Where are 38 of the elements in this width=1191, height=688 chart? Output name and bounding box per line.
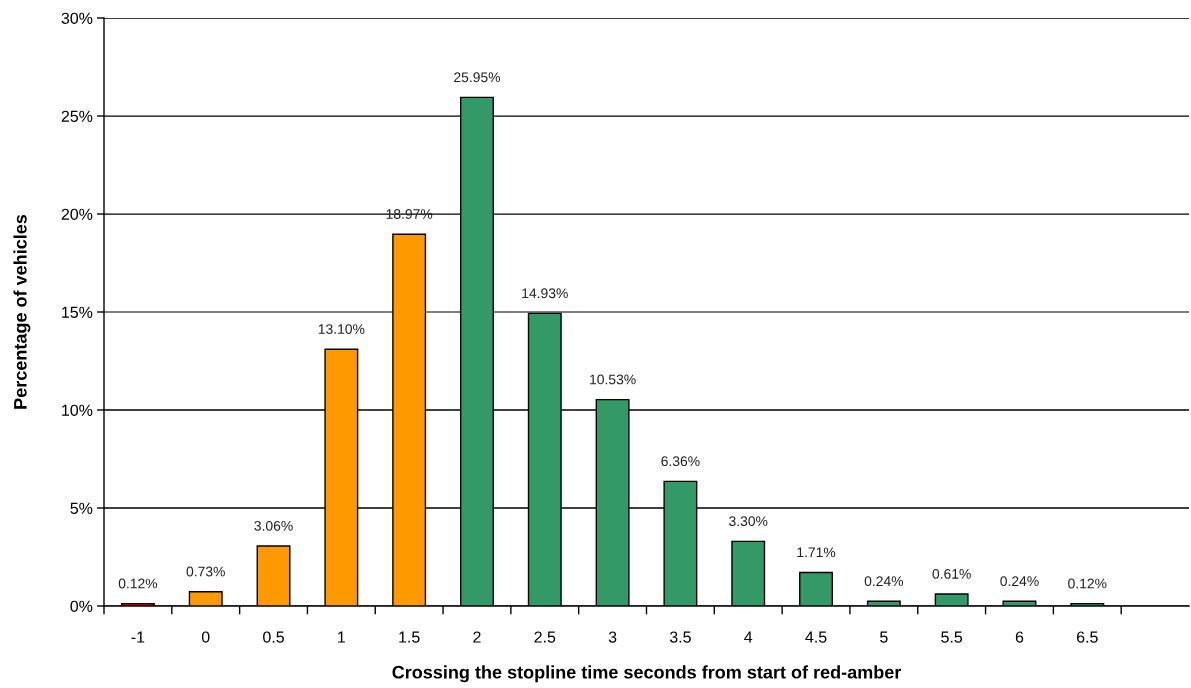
x-tick-label: 4.5 [805, 631, 827, 643]
x-axis-title: Crossing the stopline time seconds from start of red-amber [392, 665, 902, 683]
data-label: 6.36% [661, 456, 700, 467]
y-tick-label: 20% [61, 208, 93, 220]
data-label: 14.93% [522, 288, 568, 299]
data-label: 13.10% [318, 324, 365, 334]
data-label: 0.24% [864, 576, 904, 587]
x-tick-label: 2 [473, 631, 481, 643]
data-label: 0.61% [932, 568, 971, 579]
x-tick-label: 3.5 [669, 631, 691, 643]
x-tick-label: 2.5 [534, 631, 556, 643]
data-label: 0.24% [1000, 576, 1039, 587]
data-label: 1.71% [797, 547, 836, 558]
y-tick-label: 15% [62, 306, 93, 318]
x-tick-label: 6.5 [1076, 631, 1098, 643]
x-tick-label: 3 [608, 631, 617, 643]
data-label: 10.53% [590, 374, 636, 385]
x-tick-label: 1 [338, 631, 346, 643]
x-tick-label: 5 [880, 631, 888, 643]
x-tick-label: 0 [201, 631, 210, 643]
x-tick-label: 4 [744, 631, 753, 643]
x-tick-label: -1 [131, 631, 145, 643]
y-tick-label: 30% [61, 12, 93, 24]
x-tick-label: 6 [1015, 631, 1024, 643]
data-label: 0.73% [186, 566, 225, 577]
y-tick-label: 10% [62, 404, 93, 416]
data-label: 0.12% [118, 578, 158, 589]
y-axis-title: Percentage of vehicles [13, 214, 31, 409]
y-tick-label: 25% [61, 110, 93, 122]
data-label: 25.95% [454, 72, 501, 83]
y-tick-label: 0% [70, 600, 93, 612]
data-label: 0.12% [1068, 578, 1107, 589]
data-label: 3.30% [729, 516, 768, 527]
x-tick-label: 1.5 [399, 631, 420, 643]
data-label: 3.06% [254, 520, 293, 531]
x-tick-label: 0.5 [263, 631, 284, 643]
y-tick-label: 5% [70, 502, 93, 514]
x-tick-label: 5.5 [941, 631, 963, 643]
